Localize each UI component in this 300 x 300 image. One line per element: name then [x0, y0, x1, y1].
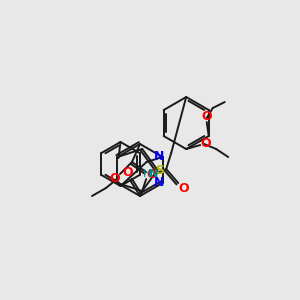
Text: O: O — [110, 172, 120, 184]
Text: H: H — [143, 169, 152, 179]
Text: O: O — [147, 169, 157, 182]
Text: N: N — [148, 169, 158, 179]
Text: O: O — [123, 167, 133, 179]
Text: N: N — [154, 151, 165, 164]
Text: S: S — [155, 164, 164, 176]
Text: O: O — [200, 136, 211, 149]
Text: O: O — [201, 110, 212, 122]
Text: O: O — [178, 182, 188, 194]
Text: N: N — [154, 176, 165, 190]
